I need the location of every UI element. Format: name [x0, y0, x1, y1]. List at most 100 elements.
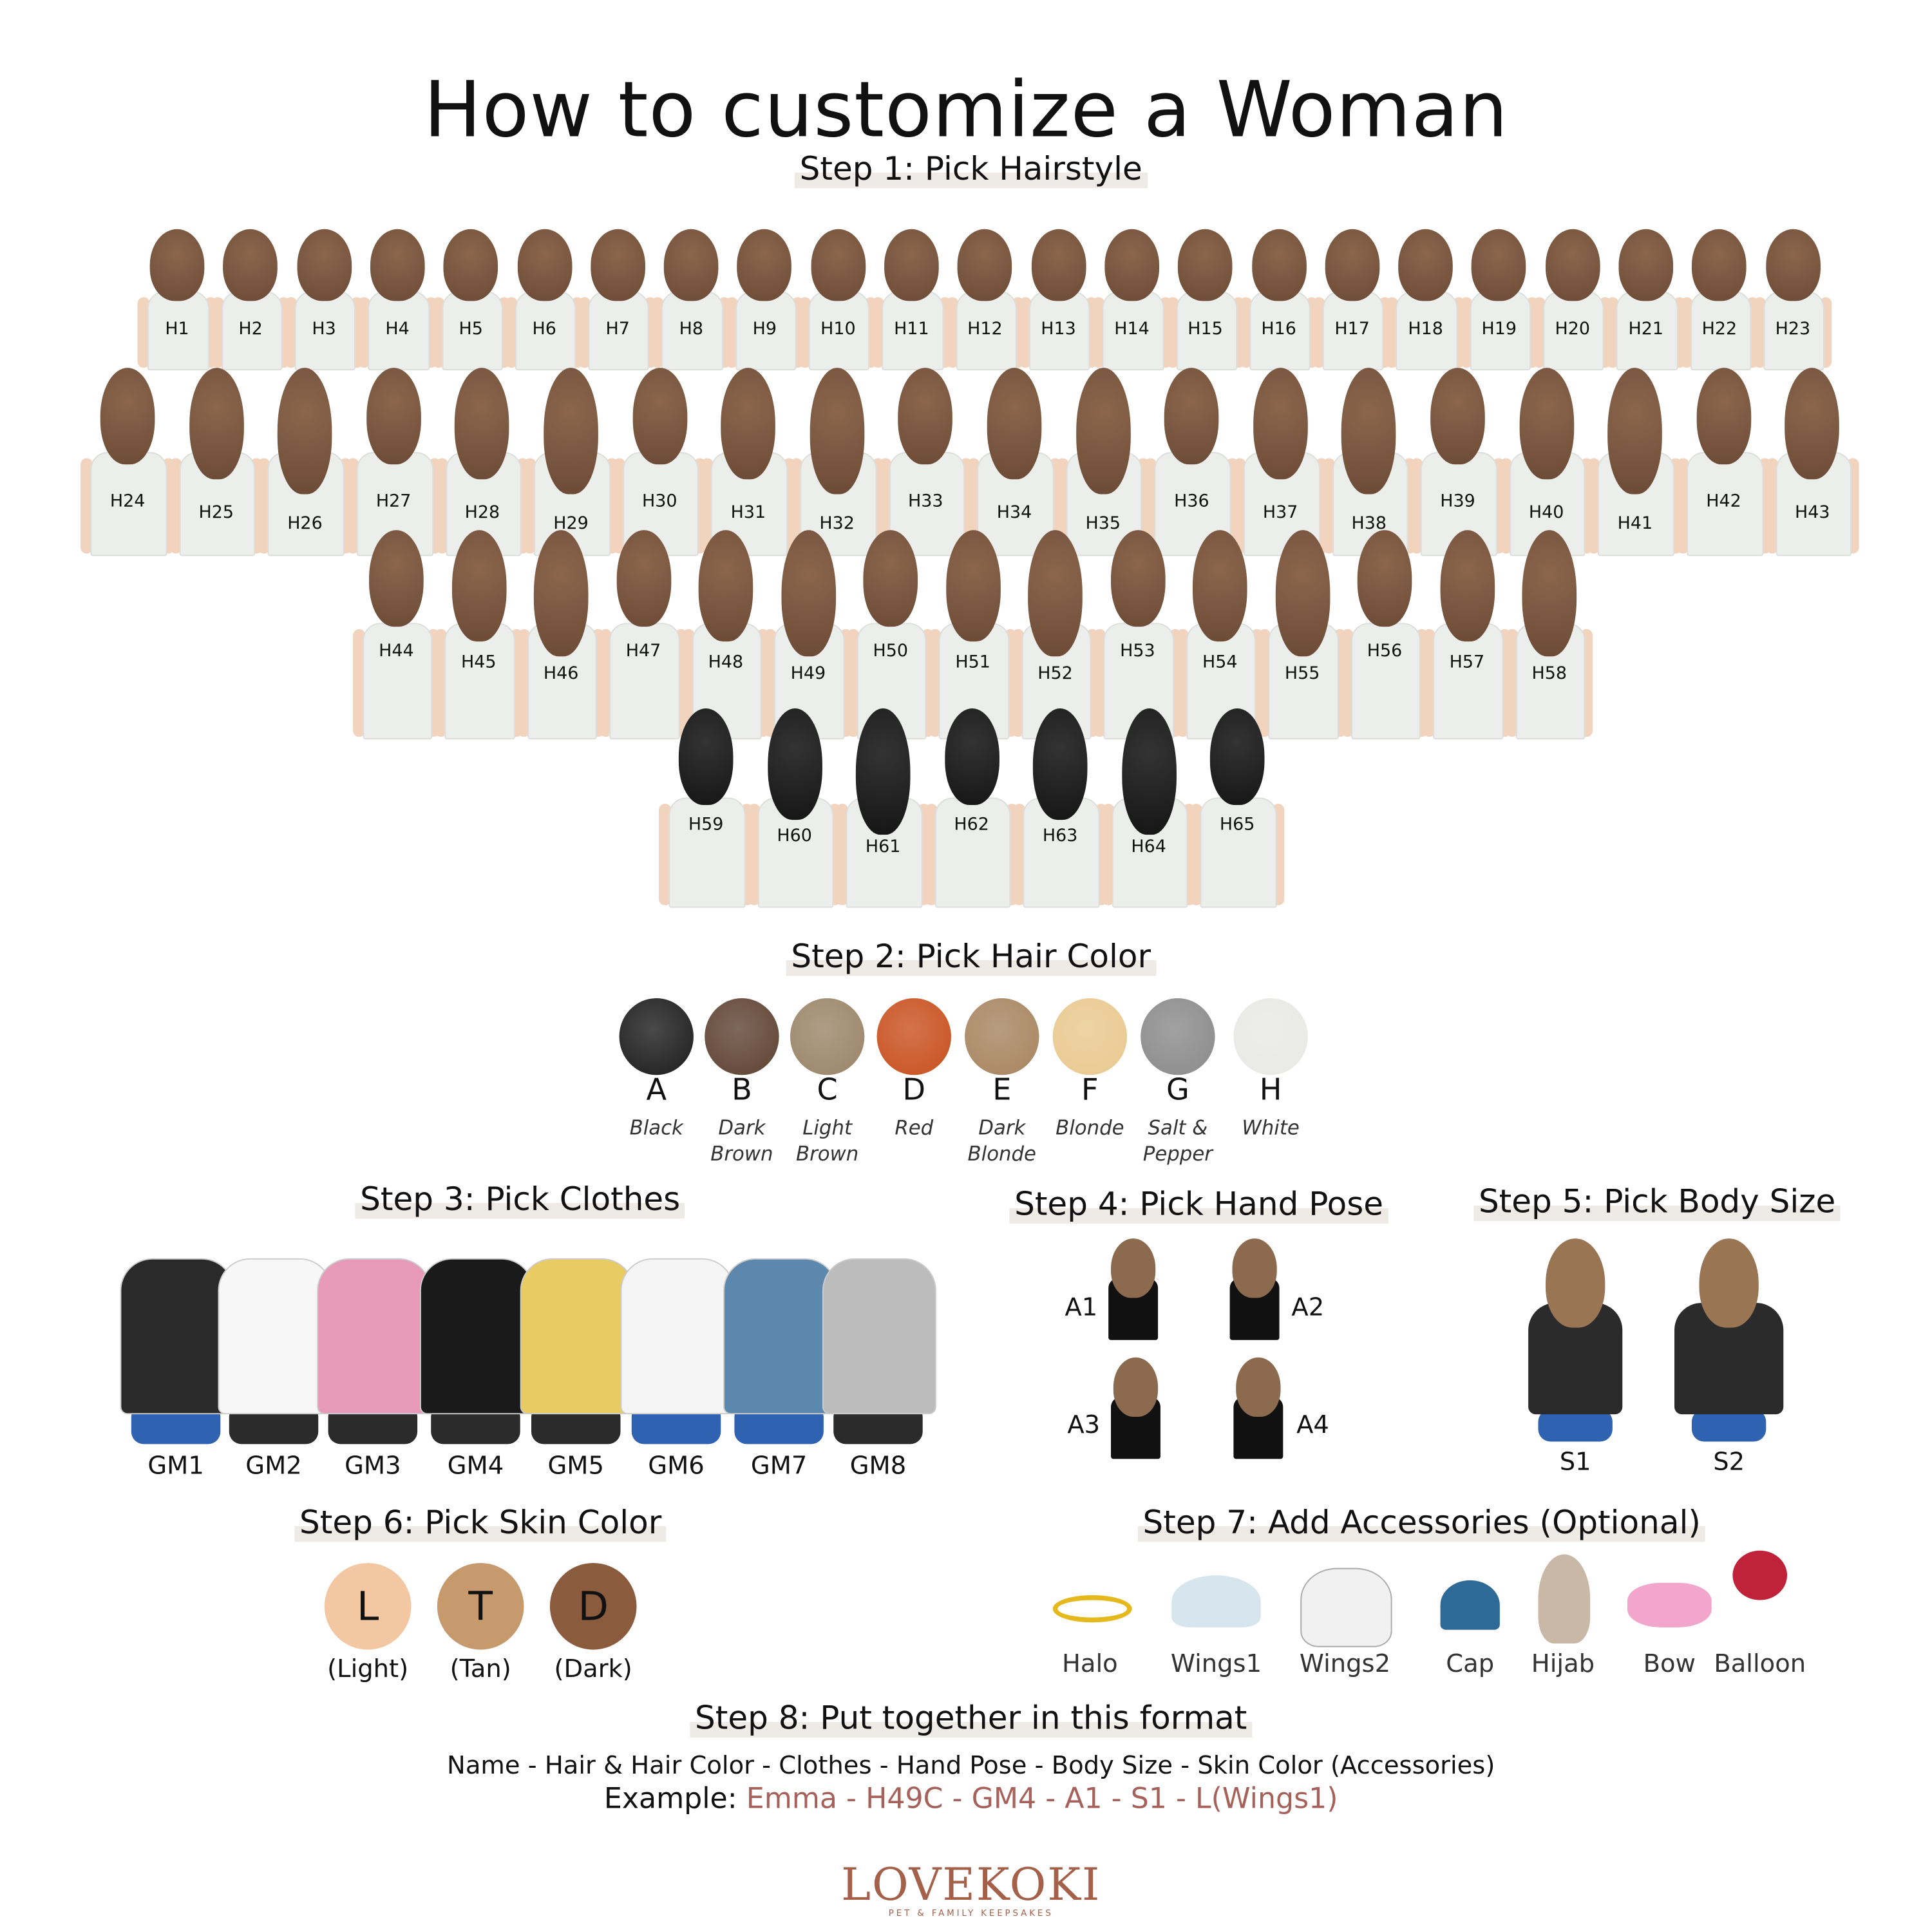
hairstyle-label: H56: [1367, 641, 1403, 661]
arm: [1588, 457, 1601, 554]
hair-color-name: Dark Blonde: [967, 1115, 1037, 1166]
hair-color-code: C: [817, 1072, 838, 1108]
hairstyle-label: H23: [1775, 319, 1811, 339]
torso: [661, 291, 723, 370]
hairstyle-label: H20: [1555, 319, 1590, 339]
arm: [1144, 457, 1157, 554]
hair-icon: [898, 368, 953, 465]
arm: [1753, 298, 1766, 368]
hair-icon: [632, 368, 687, 465]
hair-color-code: G: [1166, 1072, 1189, 1108]
hairstyle-label: H45: [461, 652, 497, 673]
torso: [368, 291, 430, 370]
hair-color-swatch: [965, 998, 1039, 1075]
hair-icon: [370, 229, 425, 301]
hair-icon: [278, 368, 332, 495]
pants: [1538, 1409, 1613, 1442]
hair-icon: [616, 530, 671, 627]
arm: [1102, 803, 1115, 905]
hair-icon: [1341, 368, 1397, 495]
hair-icon: [1111, 1238, 1156, 1298]
arm: [701, 457, 714, 554]
hair-color-code: H: [1259, 1072, 1282, 1108]
clothes-label: GM6: [648, 1450, 705, 1481]
balloon-icon: [1732, 1550, 1788, 1600]
hairstyle-label: H17: [1334, 319, 1370, 339]
hairstyle-label: H53: [1120, 641, 1155, 661]
hairstyle-label: H61: [865, 837, 901, 857]
hair-icon: [1785, 368, 1840, 480]
hair-color-name: Dark Brown: [710, 1115, 773, 1166]
hairstyle-label: H35: [1085, 514, 1121, 534]
hair-icon: [1472, 229, 1527, 301]
hairstyle-label: H3: [312, 319, 336, 339]
arm: [659, 803, 672, 905]
arm: [612, 457, 625, 554]
hairstyle-label: H19: [1481, 319, 1517, 339]
hair-icon: [1274, 530, 1330, 657]
hairstyle-label: H55: [1284, 663, 1320, 684]
arm: [517, 629, 530, 737]
skin-swatch: T: [437, 1562, 524, 1650]
hairstyle-label: H27: [375, 491, 412, 512]
torso: [1396, 291, 1457, 370]
hair-color-swatch: [1052, 998, 1128, 1075]
hair-icon: [863, 530, 918, 627]
hair-icon: [1121, 708, 1176, 835]
arm: [872, 298, 885, 368]
arm: [578, 298, 591, 368]
hairstyle-label: H43: [1794, 502, 1830, 523]
arm: [1011, 629, 1024, 737]
hair-icon: [533, 530, 589, 657]
clothes-label: GM2: [245, 1450, 302, 1481]
hairstyle-label: H30: [641, 491, 677, 512]
shirt: [723, 1258, 838, 1415]
hair-icon: [100, 368, 155, 465]
arm: [925, 803, 938, 905]
hair-color-name: Black: [629, 1115, 683, 1140]
step-7-heading: Step 7: Add Accessories (Optional): [1137, 1504, 1706, 1542]
hairstyle-label: H14: [1114, 319, 1150, 339]
shirt: [822, 1258, 936, 1415]
hairstyle-label: H18: [1408, 319, 1443, 339]
hairstyle-label: H16: [1261, 319, 1296, 339]
accessory-label: Hijab: [1531, 1648, 1595, 1678]
hair-icon: [663, 229, 719, 301]
hair-icon: [698, 530, 753, 642]
torso: [1350, 623, 1421, 740]
arm: [878, 457, 891, 554]
skin-color-name: (Dark): [554, 1653, 632, 1683]
clothes-label: GM8: [849, 1450, 907, 1481]
torso: [1176, 291, 1237, 370]
clothes-label: GM7: [750, 1450, 808, 1481]
hairstyle-label: H2: [238, 319, 263, 339]
hair-icon: [1357, 530, 1412, 627]
step-5-heading: Step 5: Pick Body Size: [1473, 1184, 1841, 1222]
hairstyle-label: H4: [385, 319, 410, 339]
arm: [1013, 803, 1026, 905]
hair-color-swatch: [705, 998, 779, 1075]
wings2-icon: [1300, 1567, 1392, 1647]
hair-icon: [544, 368, 598, 495]
format-text: Name - Hair & Hair Color - Clothes - Han…: [447, 1750, 1495, 1780]
hair-icon: [1519, 368, 1574, 480]
arm: [682, 629, 695, 737]
hairstyle-label: H51: [955, 652, 990, 673]
arm: [748, 803, 761, 905]
hair-color-name: Blonde: [1056, 1115, 1124, 1140]
hair-icon: [678, 708, 734, 806]
hair-icon: [1104, 229, 1159, 301]
hairstyle-label: H58: [1531, 663, 1567, 684]
hair-icon: [1692, 229, 1747, 301]
hair-icon: [1113, 1357, 1159, 1417]
hairstyle-label: H52: [1037, 663, 1073, 684]
torso: [609, 623, 680, 740]
arm: [80, 457, 93, 554]
torso: [441, 291, 503, 370]
hand-pose-label: A3: [1067, 1409, 1101, 1439]
hairstyle-label: H26: [287, 514, 323, 534]
hair-color-name: White: [1242, 1115, 1300, 1140]
cap-icon: [1440, 1580, 1500, 1630]
arm: [836, 803, 849, 905]
arm: [1258, 629, 1271, 737]
